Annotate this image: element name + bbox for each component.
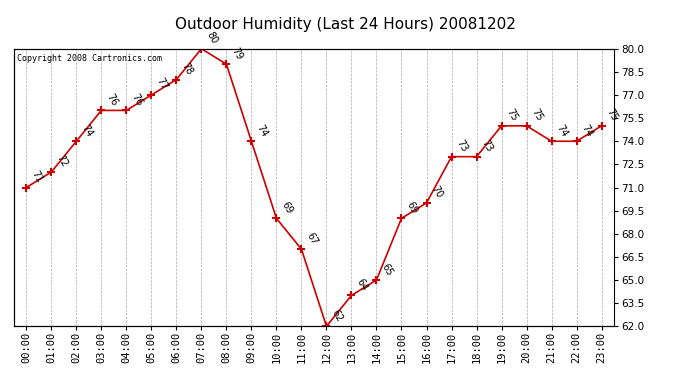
Text: 75: 75 (604, 107, 620, 123)
Text: 75: 75 (504, 107, 520, 123)
Text: 78: 78 (179, 61, 194, 77)
Text: 80: 80 (204, 30, 219, 46)
Text: 67: 67 (304, 231, 319, 246)
Text: 76: 76 (104, 92, 119, 108)
Text: 74: 74 (580, 123, 594, 138)
Text: Copyright 2008 Cartronics.com: Copyright 2008 Cartronics.com (17, 54, 161, 63)
Text: 74: 74 (554, 123, 569, 138)
Text: 77: 77 (154, 76, 169, 92)
Text: 71: 71 (29, 169, 44, 185)
Text: 70: 70 (429, 184, 444, 200)
Text: 72: 72 (54, 153, 69, 169)
Text: 75: 75 (529, 107, 544, 123)
Text: 73: 73 (480, 138, 494, 154)
Text: Outdoor Humidity (Last 24 Hours) 20081202: Outdoor Humidity (Last 24 Hours) 2008120… (175, 17, 515, 32)
Text: 73: 73 (454, 138, 469, 154)
Text: 69: 69 (404, 200, 419, 216)
Text: 74: 74 (79, 123, 94, 138)
Text: 64: 64 (354, 277, 369, 292)
Text: 74: 74 (254, 123, 269, 138)
Text: 65: 65 (380, 261, 394, 277)
Text: 79: 79 (229, 46, 244, 62)
Text: 76: 76 (129, 92, 144, 108)
Text: 69: 69 (279, 200, 294, 216)
Text: 62: 62 (329, 308, 344, 324)
